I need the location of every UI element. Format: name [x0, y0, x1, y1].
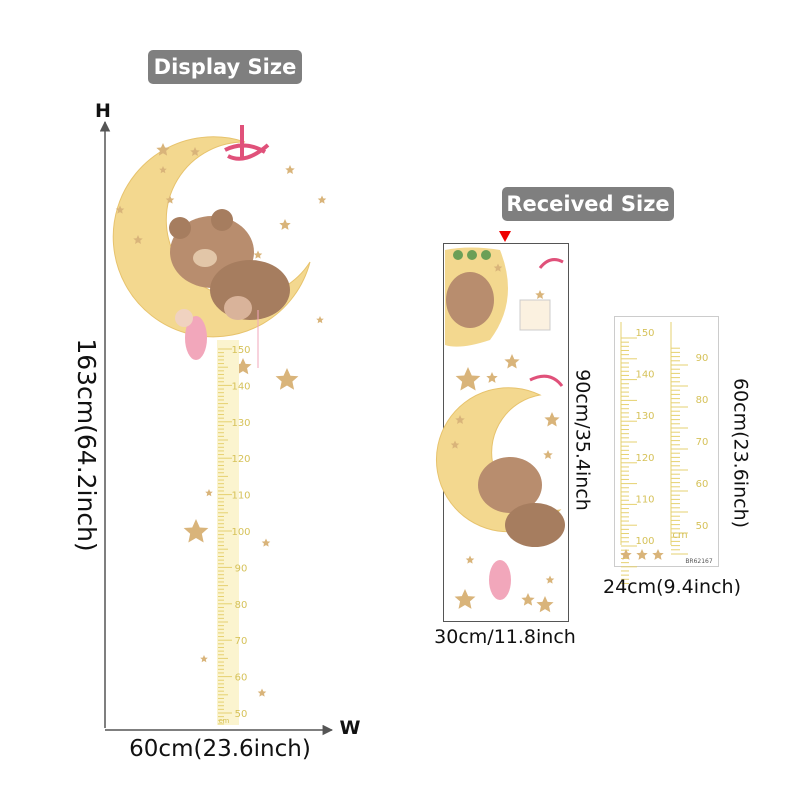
- ruler-label: 60: [696, 479, 709, 490]
- height-label: 90cm/35.4inch: [572, 369, 594, 511]
- ruler-label: 100: [635, 536, 654, 547]
- width-label: 30cm/11.8inch: [434, 626, 576, 648]
- star: [183, 519, 209, 543]
- star: [316, 316, 324, 324]
- ruler-label: 60: [235, 673, 248, 684]
- star: [261, 538, 271, 547]
- ruler-label: 80: [235, 600, 248, 611]
- ruler-marks: 150 140 130 120 110 100 90 80 70 60 50 cm: [218, 345, 251, 725]
- ruler-label: 50: [696, 521, 709, 532]
- badge-text: Display Size: [154, 55, 297, 79]
- ruler-label: 100: [231, 527, 250, 538]
- ruler-label: 140: [635, 370, 654, 381]
- ruler-label: 50: [235, 709, 248, 720]
- ruler-marks: 150 140 130 120 110 100 90 80 70 60 50: [620, 322, 709, 584]
- star: [257, 688, 267, 697]
- ruler-label: 120: [635, 453, 654, 464]
- star: [285, 165, 295, 175]
- ruler-unit: cm: [219, 717, 230, 725]
- axis-label: W: [340, 717, 361, 739]
- star: [279, 219, 291, 230]
- width-label: 24cm(9.4inch): [603, 576, 741, 598]
- width-label: 60cm(23.6inch): [129, 736, 311, 762]
- star: [317, 195, 327, 204]
- ruler-label: 70: [696, 437, 709, 448]
- ruler-label: 120: [231, 454, 250, 465]
- ruler-label: 80: [696, 395, 709, 406]
- star: [253, 250, 263, 259]
- badge: [148, 50, 302, 84]
- star: [205, 489, 213, 497]
- ruler-label: 90: [235, 563, 248, 574]
- ruler-label: 130: [635, 411, 654, 422]
- height-label: 60cm(23.6inch): [730, 378, 752, 528]
- ruler-label: 90: [696, 353, 709, 364]
- moon-bear-illustration: [112, 125, 311, 368]
- ruler-unit: cm: [672, 530, 687, 541]
- badge: [502, 187, 674, 221]
- ruler-label: 110: [231, 491, 250, 502]
- star: [275, 368, 299, 390]
- ruler-label: 110: [635, 494, 654, 505]
- ruler-label: 150: [231, 345, 250, 356]
- marker: [499, 231, 511, 242]
- height-label: 163cm(64.2inch): [72, 338, 101, 551]
- badge-text: Received Size: [506, 192, 669, 216]
- product-code: BR62167: [685, 558, 713, 565]
- ruler-label: 70: [235, 636, 248, 647]
- ruler-label: 140: [231, 381, 250, 392]
- sheet-illustration: [435, 247, 565, 600]
- axis-label: H: [95, 100, 111, 122]
- ruler-label: 150: [635, 328, 654, 339]
- ruler-label: 130: [231, 418, 250, 429]
- star: [200, 655, 208, 663]
